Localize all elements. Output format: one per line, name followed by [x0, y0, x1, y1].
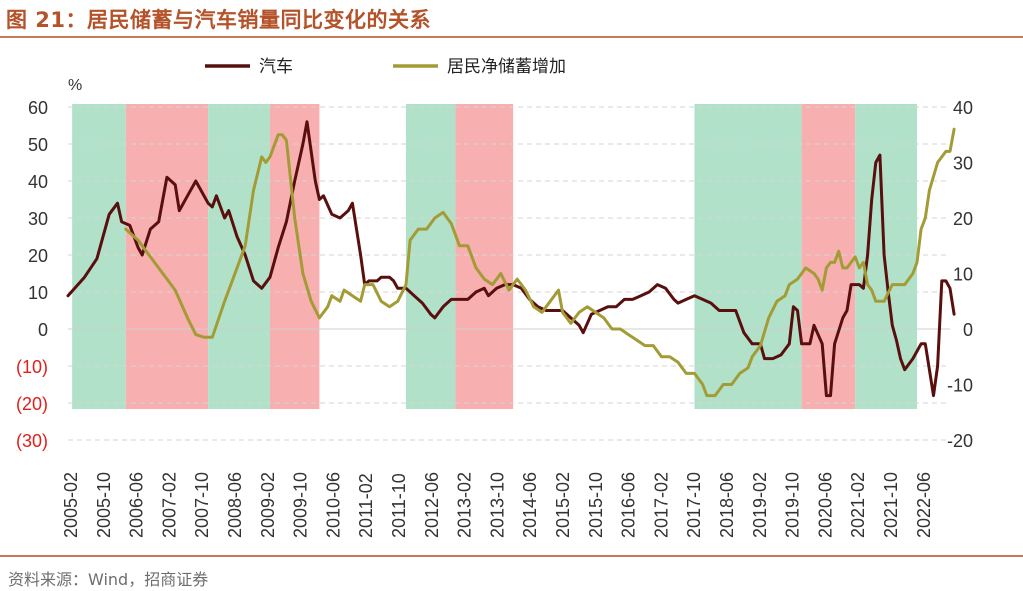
shaded-period-8 [801, 104, 856, 409]
x-tick-label: 2015-02 [553, 472, 573, 538]
left-tick-label: (20) [16, 394, 48, 414]
x-tick-label: 2013-02 [455, 472, 475, 538]
left-tick-label: (10) [16, 357, 48, 377]
right-tick-label: 30 [953, 154, 973, 174]
x-tick-label: 2017-02 [651, 472, 671, 538]
series-line-1 [66, 120, 956, 398]
left-tick-label: 60 [28, 98, 48, 118]
x-tick-label: 2014-06 [520, 472, 540, 538]
shaded-period-2 [125, 104, 209, 409]
x-tick-label: 2019-02 [750, 472, 770, 538]
x-tick-label: 2019-10 [783, 472, 803, 538]
x-tick-label: 2012-06 [422, 472, 442, 538]
x-tick-label: 2013-10 [487, 472, 507, 538]
left-axis-unit: % [68, 77, 82, 94]
x-tick-label: 2021-02 [848, 472, 868, 538]
left-tick-label: 20 [28, 246, 48, 266]
shaded-period-6 [455, 104, 514, 409]
right-tick-label: 0 [963, 320, 973, 340]
right-tick-label: 10 [953, 265, 973, 285]
x-tick-label: 2008-06 [225, 472, 245, 538]
shaded-period-5 [405, 104, 456, 409]
series-line-2 [124, 127, 956, 398]
x-tick-label: 2007-10 [192, 472, 212, 538]
x-tick-label: 2021-10 [881, 472, 901, 538]
left-tick-label: 10 [28, 283, 48, 303]
x-tick-label: 2005-02 [61, 472, 81, 538]
x-tick-label: 2007-02 [159, 472, 179, 538]
source-note: 资料来源：Wind，招商证券 [8, 570, 209, 589]
x-tick-label: 2017-10 [684, 472, 704, 538]
right-tick-label: -10 [947, 376, 973, 396]
x-tick-label: 2009-10 [291, 472, 311, 538]
right-tick-label: 20 [953, 209, 973, 229]
x-tick-label: 2015-10 [586, 472, 606, 538]
shaded-period-3 [208, 104, 270, 409]
legend-label-1: 汽车 [259, 57, 293, 77]
figure-title: 图 21：居民储蓄与汽车销量同比变化的关系 [6, 8, 432, 32]
left-tick-label: 30 [28, 209, 48, 229]
x-tick-label: 2006-06 [127, 472, 147, 538]
left-tick-label: 50 [28, 135, 48, 155]
shaded-period-9 [855, 104, 918, 409]
right-tick-label: 40 [953, 98, 973, 118]
x-tick-label: 2010-06 [323, 472, 343, 538]
x-tick-label: 2011-02 [356, 473, 376, 538]
left-tick-label: (30) [16, 431, 48, 451]
legend-label-2: 居民净储蓄增加 [447, 57, 566, 77]
left-tick-label: 40 [28, 172, 48, 192]
title-rule [0, 36, 1023, 38]
footer-rule [0, 555, 1023, 557]
x-tick-label: 2022-06 [914, 472, 934, 538]
x-tick-label: 2005-10 [94, 472, 114, 538]
shaded-period-7 [694, 104, 802, 409]
left-tick-label: 0 [38, 320, 48, 340]
right-tick-label: -20 [947, 431, 973, 451]
x-tick-label: 2016-06 [619, 472, 639, 538]
x-tick-label: 2020-06 [815, 472, 835, 538]
x-tick-label: 2018-06 [717, 472, 737, 538]
x-tick-label: 2011-10 [389, 473, 409, 538]
x-tick-label: 2009-02 [258, 472, 278, 538]
